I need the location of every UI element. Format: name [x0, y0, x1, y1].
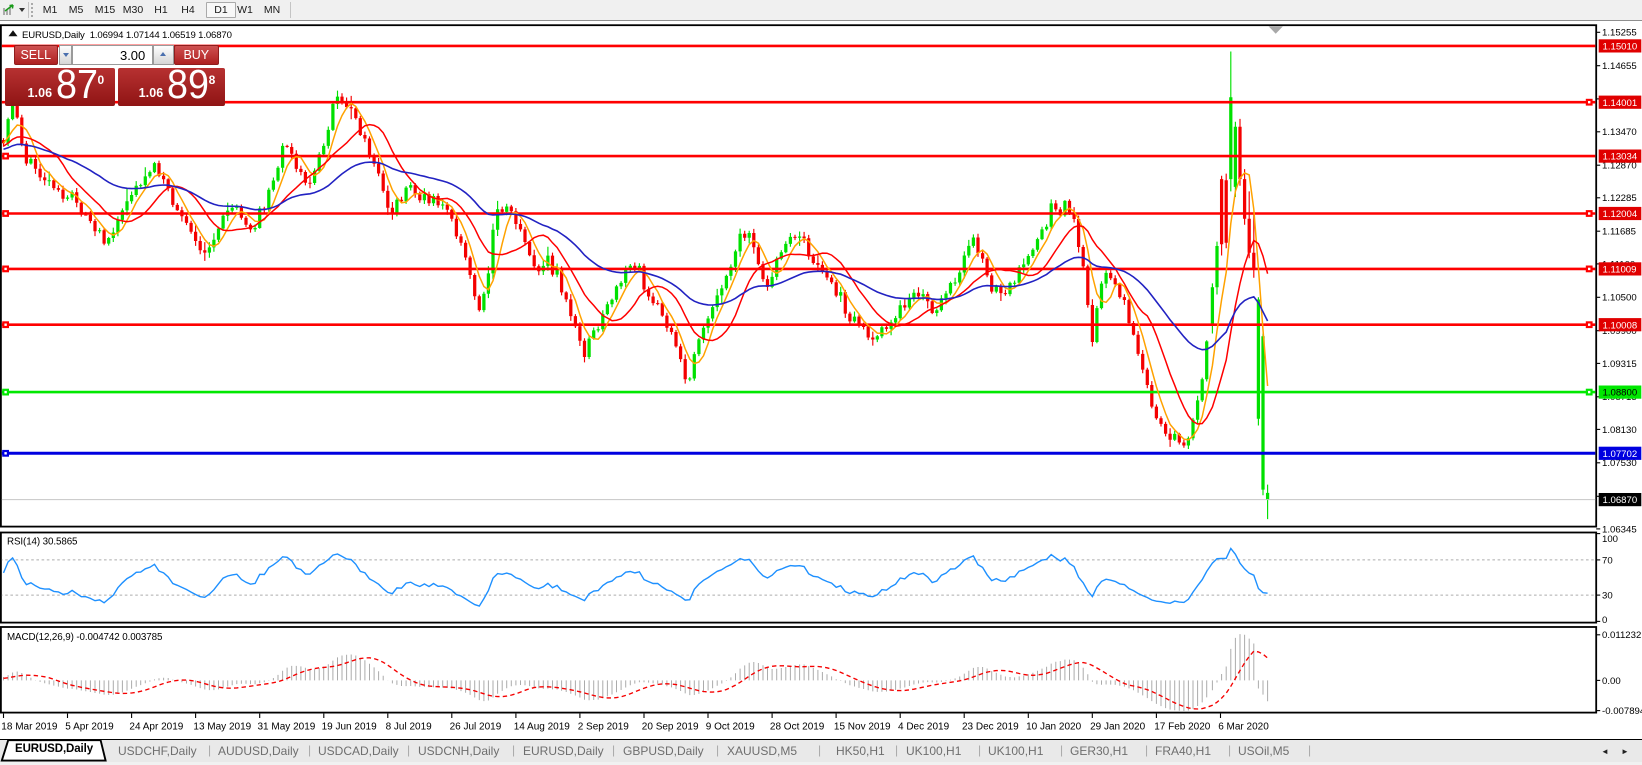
- svg-text:2 Sep 2019: 2 Sep 2019: [578, 722, 630, 733]
- svg-text:1.10008: 1.10008: [1603, 320, 1638, 331]
- svg-text:14 Aug 2019: 14 Aug 2019: [514, 722, 571, 733]
- svg-text:1.06345: 1.06345: [1602, 524, 1637, 535]
- svg-text:1.12285: 1.12285: [1602, 193, 1637, 204]
- svg-text:1.09900: 1.09900: [1602, 326, 1637, 337]
- svg-text:1.08800: 1.08800: [1603, 388, 1638, 399]
- svg-text:1.11685: 1.11685: [1602, 227, 1636, 238]
- svg-text:1.15010: 1.15010: [1603, 42, 1638, 53]
- svg-text:1.07530: 1.07530: [1602, 458, 1637, 469]
- svg-text:28 Oct 2019: 28 Oct 2019: [770, 722, 825, 733]
- svg-text:1.06870: 1.06870: [1603, 495, 1638, 506]
- svg-text:1.09315: 1.09315: [1602, 359, 1637, 370]
- svg-text:26 Jul 2019: 26 Jul 2019: [450, 722, 502, 733]
- svg-text:19 Jun 2019: 19 Jun 2019: [322, 722, 377, 733]
- svg-text:-0.007894: -0.007894: [1602, 706, 1642, 717]
- svg-text:1.14655: 1.14655: [1602, 61, 1637, 72]
- svg-text:18 Mar 2019: 18 Mar 2019: [1, 722, 58, 733]
- svg-text:1.08130: 1.08130: [1602, 425, 1637, 436]
- svg-text:MACD(12,26,9) -0.004742 0.0037: MACD(12,26,9) -0.004742 0.003785: [7, 632, 163, 643]
- svg-text:13 May 2019: 13 May 2019: [193, 722, 251, 733]
- svg-text:24 Apr 2019: 24 Apr 2019: [129, 722, 183, 733]
- svg-text:31 May 2019: 31 May 2019: [258, 722, 316, 733]
- svg-text:20 Sep 2019: 20 Sep 2019: [642, 722, 699, 733]
- svg-text:0.00: 0.00: [1602, 676, 1621, 687]
- svg-text:RSI(14) 30.5865: RSI(14) 30.5865: [7, 537, 78, 548]
- svg-text:100: 100: [1602, 534, 1618, 545]
- svg-text:29 Jan 2020: 29 Jan 2020: [1090, 722, 1145, 733]
- svg-text:1.07702: 1.07702: [1603, 449, 1638, 460]
- svg-text:5 Apr 2019: 5 Apr 2019: [65, 722, 114, 733]
- svg-text:15 Nov 2019: 15 Nov 2019: [834, 722, 891, 733]
- svg-text:1.13470: 1.13470: [1602, 127, 1637, 138]
- svg-text:1.15255: 1.15255: [1602, 28, 1637, 39]
- svg-text:9 Oct 2019: 9 Oct 2019: [706, 722, 755, 733]
- svg-text:8 Jul 2019: 8 Jul 2019: [386, 722, 433, 733]
- svg-text:6 Mar 2020: 6 Mar 2020: [1218, 722, 1269, 733]
- svg-text:23 Dec 2019: 23 Dec 2019: [962, 722, 1019, 733]
- svg-text:1.12870: 1.12870: [1602, 161, 1637, 172]
- svg-text:10 Jan 2020: 10 Jan 2020: [1026, 722, 1081, 733]
- svg-text:1.10500: 1.10500: [1602, 293, 1637, 304]
- svg-text:1.12004: 1.12004: [1603, 209, 1638, 220]
- svg-text:30: 30: [1602, 591, 1613, 602]
- svg-text:1.11009: 1.11009: [1603, 265, 1637, 276]
- svg-text:1.14001: 1.14001: [1603, 98, 1638, 109]
- svg-text:0.011232: 0.011232: [1602, 630, 1641, 641]
- svg-text:70: 70: [1602, 555, 1613, 566]
- svg-text:4 Dec 2019: 4 Dec 2019: [898, 722, 950, 733]
- svg-text:17 Feb 2020: 17 Feb 2020: [1154, 722, 1211, 733]
- svg-text:1.13034: 1.13034: [1603, 152, 1638, 163]
- svg-text:EURUSD,Daily 1.06994 1.07144: EURUSD,Daily 1.06994 1.07144 1.06519 1.0…: [22, 30, 232, 41]
- svg-text:0: 0: [1602, 615, 1607, 626]
